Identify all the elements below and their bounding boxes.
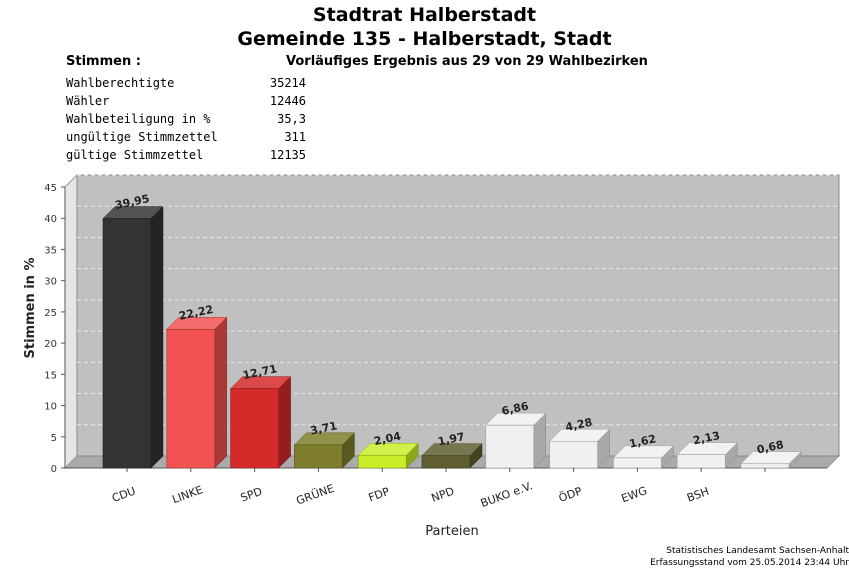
stat-value: 12135 [251,146,306,164]
stat-value: 311 [251,128,306,146]
bar [167,329,215,468]
stat-row-wahlberechtigte: Wahlberechtigte 35214 [66,74,306,92]
stat-label: Wahlberechtigte [66,74,251,92]
stat-value: 12446 [251,92,306,110]
bar [741,464,789,468]
x-tick-label: BUKO e.V. [479,479,534,510]
bar-side [279,377,291,468]
x-tick-label: CDU [110,484,137,504]
x-axis-label: Parteien [425,524,479,539]
x-tick-label: NPD [430,485,456,505]
stat-label: gültige Stimmzettel [66,146,251,164]
x-tick-label: SPD [239,485,264,505]
stats-table: Wahlberechtigte 35214 Wähler 12446 Wahlb… [66,74,306,164]
y-tick-label: 40 [44,214,57,225]
stat-row-gueltige: gültige Stimmzettel 12135 [66,146,306,164]
x-tick-label: BSH [685,485,711,505]
bar [358,455,406,468]
stat-value: 35,3 [251,110,306,128]
y-tick-label: 20 [44,339,57,350]
y-tick-label: 35 [44,245,57,256]
stat-label: ungültige Stimmzettel [66,128,251,146]
bar-side [215,317,227,468]
y-tick-label: 0 [51,464,57,475]
y-tick-label: 5 [51,433,57,444]
stat-row-waehler: Wähler 12446 [66,92,306,110]
stat-value: 35214 [251,74,306,92]
y-tick-label: 10 [44,402,57,413]
bar [231,389,279,468]
result-status: Vorläufiges Ergebnis aus 29 von 29 Wahlb… [286,54,648,69]
y-tick-label: 15 [44,370,57,381]
footer-source: Statistisches Landesamt Sachsen-Anhalt [666,546,849,556]
stimmen-label: Stimmen : [66,54,141,69]
stat-row-ungueltige: ungültige Stimmzettel 311 [66,128,306,146]
x-tick-label: EWG [620,484,649,505]
chart-title: Stadtrat Halberstadt [0,4,849,26]
y-tick-label: 25 [44,308,57,319]
bar [486,425,534,468]
y-axis-label: Stimmen in % [23,258,38,359]
bar-side [151,207,163,468]
bar [550,441,598,468]
chart-subtitle: Gemeinde 135 - Halberstadt, Stadt [0,28,849,50]
bar [103,219,151,468]
y-tick-label: 45 [44,183,57,194]
x-tick-label: FDP [367,485,392,505]
footer-timestamp: Erfassungsstand vom 25.05.2014 23:44 Uhr [650,558,849,568]
bar [613,458,661,468]
bar [294,445,342,468]
x-tick-label: LINKE [170,483,204,506]
stat-label: Wähler [66,92,251,110]
stat-row-wahlbeteiligung: Wahlbeteiligung in % 35,3 [66,110,306,128]
y-tick-label: 30 [44,277,57,288]
x-tick-label: GRÜNE [294,482,336,508]
bar [422,456,470,468]
stat-label: Wahlbeteiligung in % [66,110,251,128]
x-tick-label: ÖDP [557,484,584,504]
bar-chart: 05101520253035404539,95CDU22,22LINKE12,7… [0,170,849,545]
plot-left-wall [65,175,77,468]
bar [677,455,725,468]
